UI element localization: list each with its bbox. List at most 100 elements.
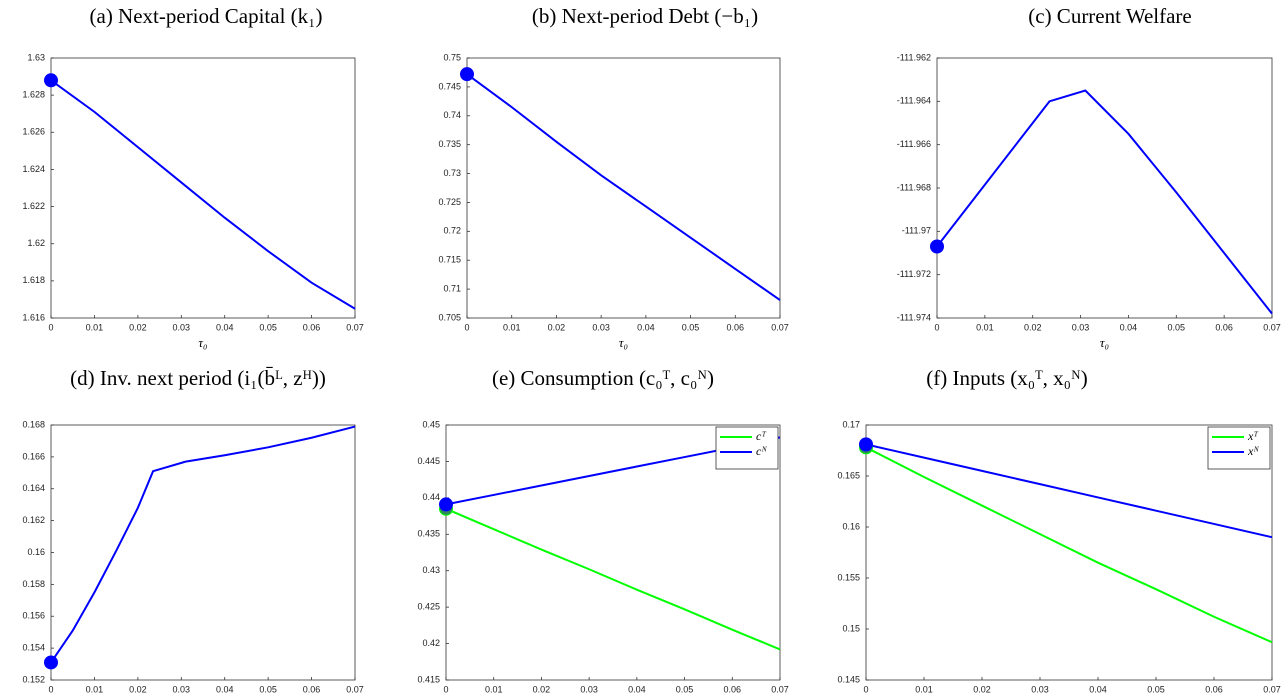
x-tick-label: 0 [464, 322, 469, 332]
y-tick-label: 0.162 [22, 515, 45, 525]
line-series [865, 443, 1273, 539]
x-tick-label: 0.01 [86, 684, 104, 694]
chart-title: (b) Next-period Debt (−b₁) [532, 4, 758, 28]
x-tick-label: 0.06 [727, 322, 745, 332]
x-axis-label: τ₀ [1064, 697, 1073, 698]
x-tick-label: 0.06 [724, 684, 742, 694]
start-marker [859, 437, 873, 452]
x-tick-label: 0.07 [1263, 684, 1281, 694]
line-series [50, 79, 356, 310]
y-tick-label: -111.968 [897, 182, 931, 192]
x-tick-label: 0.04 [1120, 322, 1138, 332]
y-tick-label: 0.73 [443, 168, 461, 178]
y-tick-label: 0.164 [22, 483, 45, 493]
x-tick-label: 0.07 [1263, 322, 1281, 332]
x-tick-label: 0.05 [1168, 322, 1186, 332]
y-tick-label: 1.616 [22, 312, 45, 322]
chart-title: (e) Consumption (c₀ᵀ, c₀ᴺ) [492, 366, 714, 390]
x-tick-label: 0 [443, 684, 448, 694]
line-series [865, 446, 1273, 644]
y-tick-label: 1.62 [27, 238, 45, 248]
y-tick-label: 0.72 [443, 226, 461, 236]
y-tick-label: 0.165 [837, 470, 860, 480]
x-tick-label: 0.04 [216, 322, 234, 332]
y-tick-label: 0.155 [837, 572, 860, 582]
x-tick-label: 0.06 [1215, 322, 1233, 332]
y-tick-label: 0.168 [22, 419, 45, 429]
x-tick-label: 0.06 [1205, 684, 1223, 694]
plot-area [466, 57, 781, 319]
y-tick-label: 1.63 [27, 52, 45, 62]
x-tick-label: 0.07 [346, 322, 364, 332]
x-tick-label: 0 [863, 684, 868, 694]
x-axis-label: τ₀ [198, 335, 207, 350]
legend-label: xᴺ [1247, 444, 1259, 458]
x-axis-label: τ₀ [1100, 335, 1109, 350]
y-tick-label: 0.166 [22, 451, 45, 461]
x-tick-label: 0 [48, 684, 53, 694]
y-tick-label: 0.16 [27, 547, 45, 557]
y-tick-label: 0.156 [22, 611, 45, 621]
x-tick-label: 0.02 [973, 684, 991, 694]
x-tick-label: 0.04 [1089, 684, 1107, 694]
y-tick-label: 1.622 [22, 201, 45, 211]
y-tick-label: 0.154 [22, 643, 45, 653]
x-tick-label: 0.05 [1147, 684, 1165, 694]
y-tick-label: -111.962 [897, 52, 931, 62]
y-tick-label: 0.44 [422, 492, 440, 502]
x-tick-label: 0.02 [548, 322, 566, 332]
start-marker [439, 497, 453, 512]
x-tick-label: 0.05 [259, 684, 277, 694]
line-series [936, 89, 1273, 315]
y-tick-label: 1.618 [22, 275, 45, 285]
x-tick-label: 0.04 [637, 322, 655, 332]
y-tick-label: 0.425 [417, 602, 440, 612]
x-tick-label: 0.04 [628, 684, 646, 694]
legend-box [715, 426, 779, 470]
start-marker [44, 655, 58, 670]
legend-label: xᵀ [1247, 429, 1258, 443]
line-series [50, 425, 356, 664]
x-tick-label: 0.02 [533, 684, 551, 694]
y-tick-label: 0.445 [417, 456, 440, 466]
y-tick-label: 0.75 [443, 52, 461, 62]
x-tick-label: 0.01 [485, 684, 503, 694]
y-tick-label: -111.964 [897, 96, 931, 106]
x-tick-label: 0.07 [346, 684, 364, 694]
x-tick-label: 0 [934, 322, 939, 332]
x-tick-label: 0.02 [129, 322, 147, 332]
x-tick-label: 0.02 [1024, 322, 1042, 332]
x-axis-label: τ₀ [608, 697, 617, 698]
chart-title: (a) Next-period Capital (k₁) [90, 4, 323, 28]
x-tick-label: 0.01 [86, 322, 104, 332]
start-marker [930, 239, 944, 254]
x-tick-label: 0.01 [976, 322, 994, 332]
y-tick-label: 0.43 [422, 565, 440, 575]
y-tick-label: 0.145 [837, 674, 860, 684]
line-series [466, 73, 781, 301]
y-tick-label: -111.974 [897, 312, 931, 322]
start-marker [460, 67, 474, 82]
y-tick-label: -111.966 [897, 139, 931, 149]
legend-label: cᵀ [756, 429, 766, 443]
y-tick-label: 0.705 [438, 312, 461, 322]
x-axis-label: τ₀ [198, 697, 207, 698]
y-tick-label: 0.15 [842, 623, 860, 633]
y-tick-label: 0.74 [443, 110, 461, 120]
plot-area [50, 57, 356, 319]
y-tick-label: 0.45 [422, 419, 440, 429]
y-tick-label: 0.158 [22, 579, 45, 589]
x-tick-label: 0.03 [580, 684, 598, 694]
legend-label: cᴺ [756, 444, 767, 458]
y-tick-label: 0.735 [438, 139, 461, 149]
y-tick-label: -111.972 [897, 269, 931, 279]
start-marker [44, 73, 58, 88]
y-tick-label: 0.415 [417, 674, 440, 684]
y-tick-label: 0.715 [438, 255, 461, 265]
y-tick-label: 0.71 [443, 283, 461, 293]
x-tick-label: 0.01 [503, 322, 521, 332]
x-tick-label: 0.07 [771, 322, 789, 332]
y-tick-label: 0.17 [842, 419, 860, 429]
x-tick-label: 0.03 [592, 322, 610, 332]
